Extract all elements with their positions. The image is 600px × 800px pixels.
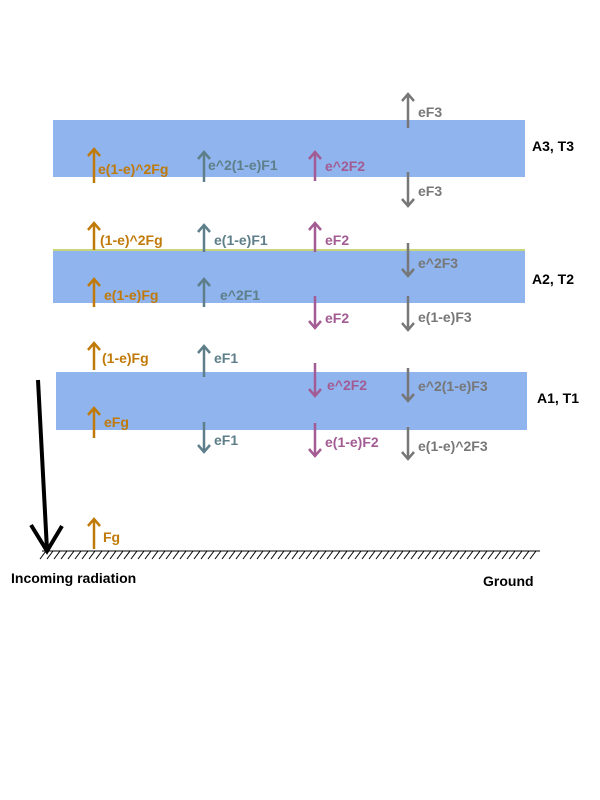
arrow-e-one-minus-e-f2: e(1-e)F2 [308, 423, 379, 458]
arrow-e-sq-one-minus-e-f3-head [401, 393, 415, 403]
arrow-one-minus-e-fg-label: (1-e)Fg [102, 350, 149, 366]
arrow-ef2-up-label: eF2 [325, 232, 349, 248]
arrow-one-minus-e-sq-fg-label: (1-e)^2Fg [100, 232, 163, 248]
arrow-e-sq-f3-head [401, 268, 415, 278]
arrow-efg: eFg [87, 406, 129, 438]
layer-a2-band [53, 250, 525, 303]
arrow-e-sq-f3: e^2F3 [401, 243, 458, 278]
arrow-ef2-down: eF2 [308, 296, 349, 330]
arrow-fg: Fg [87, 517, 120, 549]
incoming-radiation-arrow [29, 379, 64, 555]
incoming-radiation-label: Incoming radiation [11, 570, 136, 586]
layer-a1-band [56, 372, 527, 430]
arrow-e-sq-f1-head [197, 277, 211, 287]
arrow-e-one-minus-e-fg-label: e(1-e)Fg [104, 287, 158, 303]
arrow-ef3-up: eF3 [401, 92, 442, 128]
arrow-e-sq-f1: e^2F1 [197, 277, 260, 307]
arrow-ef2-down-label: eF2 [325, 310, 349, 326]
arrow-e-one-minus-e-sq-fg-label: e(1-e)^2Fg [98, 161, 168, 177]
arrow-ef1-up: eF1 [197, 344, 238, 377]
arrow-e-sq-f3-label: e^2F3 [418, 255, 458, 271]
arrow-e-one-minus-e-f3-label: e(1-e)F3 [418, 309, 472, 325]
arrow-fg-label: Fg [103, 529, 120, 545]
arrow-e-one-minus-e-fg: e(1-e)Fg [87, 277, 158, 307]
arrow-e-sq-f2-down-label: e^2F2 [327, 377, 367, 393]
layer-a2-label: A2, T2 [532, 271, 574, 287]
arrow-ef2-up: eF2 [308, 221, 349, 252]
arrow-ef1-down-head [197, 444, 211, 454]
arrow-e-one-minus-e-sq-fg-head [87, 147, 101, 157]
arrow-fg-head [87, 517, 101, 527]
arrow-e-sq-f2-up: e^2F2 [308, 150, 365, 181]
arrow-ef1-down: eF1 [197, 422, 238, 454]
arrow-e-sq-one-minus-e-f3-label: e^2(1-e)F3 [418, 378, 488, 394]
arrow-e-sq-f2-up-head [308, 150, 322, 160]
arrow-ef3-down-label: eF3 [418, 183, 442, 199]
ground-surface [39, 550, 540, 560]
arrow-one-minus-e-fg: (1-e)Fg [87, 341, 149, 370]
arrow-e-sq-one-minus-e-f1: e^2(1-e)F1 [197, 150, 278, 182]
arrow-one-minus-e-fg-head [87, 341, 101, 351]
arrow-e-sq-one-minus-e-f1-head [197, 150, 211, 160]
arrow-ef1-down-label: eF1 [214, 432, 238, 448]
layer-a3-label: A3, T3 [532, 138, 574, 154]
arrow-e-one-minus-e-sq-f3: e(1-e)^2F3 [401, 427, 488, 461]
arrow-e-sq-f2-down: e^2F2 [308, 363, 367, 398]
arrow-e-one-minus-e-sq-fg: e(1-e)^2Fg [87, 147, 168, 183]
arrow-e-one-minus-e-sq-f3-label: e(1-e)^2F3 [418, 438, 488, 454]
layer-a3-band [53, 120, 525, 177]
arrow-e-sq-f2-down-head [308, 388, 322, 398]
arrow-e-sq-one-minus-e-f3: e^2(1-e)F3 [401, 368, 488, 403]
arrow-e-one-minus-e-f1-head [197, 223, 211, 233]
arrow-e-one-minus-e-f2-label: e(1-e)F2 [325, 434, 379, 450]
layer-a1-label: A1, T1 [537, 390, 579, 406]
arrow-e-one-minus-e-f3: e(1-e)F3 [401, 296, 472, 332]
arrow-e-one-minus-e-f1-label: e(1-e)F1 [214, 232, 268, 248]
arrow-ef3-down: eF3 [401, 172, 442, 208]
arrow-efg-label: eFg [104, 414, 129, 430]
arrow-ef3-down-head [401, 198, 415, 208]
flux-arrows: Fg eFg (1-e)Fg e(1-e)Fg (1-e)^2Fg e(1-e)^2Fg e… [87, 92, 488, 549]
arrow-ef1-up-head [197, 344, 211, 354]
arrow-e-one-minus-e-f2-head [308, 448, 322, 458]
arrow-ef3-up-head [401, 92, 415, 102]
arrow-ef3-up-label: eF3 [418, 104, 442, 120]
arrow-ef1-up-label: eF1 [214, 350, 238, 366]
arrow-ef2-up-head [308, 221, 322, 231]
ground-label: Ground [483, 573, 534, 589]
arrow-one-minus-e-sq-fg-head [87, 221, 101, 231]
arrow-e-one-minus-e-f1: e(1-e)F1 [197, 223, 268, 252]
arrow-ef2-down-head [308, 320, 322, 330]
arrow-e-one-minus-e-f3-head [401, 322, 415, 332]
arrow-e-sq-f1-label: e^2F1 [220, 287, 260, 303]
arrow-efg-head [87, 406, 101, 416]
arrow-e-one-minus-e-sq-f3-head [401, 451, 415, 461]
arrow-e-one-minus-e-fg-head [87, 277, 101, 287]
arrow-e-sq-f2-up-label: e^2F2 [325, 158, 365, 174]
arrow-e-sq-one-minus-e-f1-label: e^2(1-e)F1 [208, 157, 278, 173]
arrow-one-minus-e-sq-fg: (1-e)^2Fg [87, 221, 163, 250]
